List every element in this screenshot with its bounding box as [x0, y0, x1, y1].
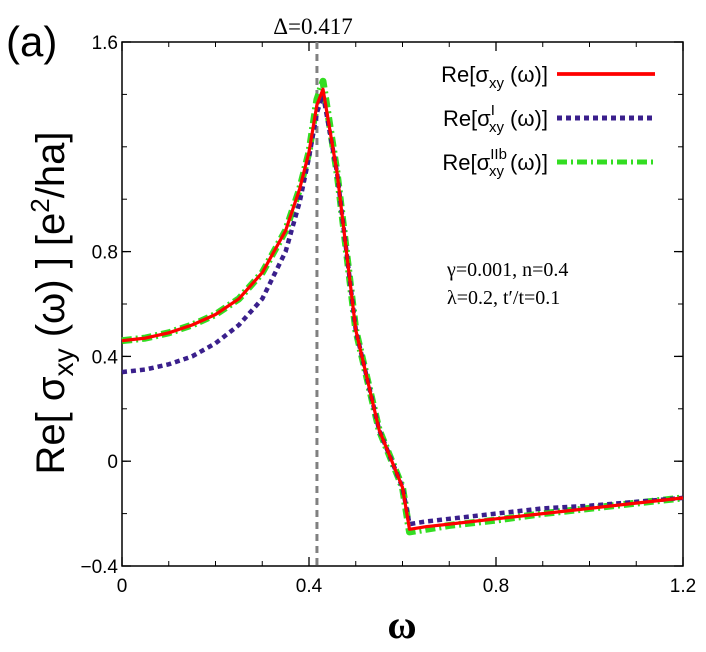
y-tick-label: 0	[107, 452, 118, 473]
legend-label-0: Re[σxy (ω)]	[441, 62, 548, 92]
legend-label-part: Re[σ	[442, 150, 490, 175]
series-line-1	[121, 92, 684, 527]
y-tick-label: 0.8	[92, 243, 118, 264]
x-axis-title: ω	[387, 602, 416, 647]
x-tick-label: 1.2	[670, 576, 696, 597]
parameter-annotation-0: γ=0.001, n=0.4	[446, 259, 568, 281]
y-tick-label: 1.6	[92, 33, 118, 54]
legend-label-part: I	[491, 102, 495, 119]
y-axis-title-post: /ha]	[29, 132, 73, 199]
x-tick-label: 0.8	[483, 576, 509, 597]
y-axis-title-sup: 2	[25, 198, 55, 212]
legend-label-part: xy	[489, 75, 505, 92]
y-axis-title-mid: (ω) ] [e	[29, 213, 73, 349]
legend-label-part: IIb	[490, 146, 507, 163]
x-tick-label: 0.4	[296, 576, 323, 597]
series-line-2	[121, 77, 684, 536]
series-line-0	[121, 87, 684, 531]
legend-label-part: Re[σ	[443, 106, 491, 131]
legend-label-part: xy	[489, 119, 505, 136]
panel-label: (a)	[6, 18, 57, 65]
legend-label-part: (ω)]	[504, 106, 548, 131]
y-axis-title-sub: xy	[48, 348, 79, 376]
legend-label-part: xy	[489, 163, 505, 180]
x-tick-label: 0	[117, 576, 128, 597]
legend-label-2: Re[σIIb xy (ω)]	[442, 146, 548, 180]
y-axis-title-pre: Re[ σ	[29, 376, 73, 474]
legend-label-part: Re[σ	[441, 62, 489, 87]
legend-label-part: (ω)]	[504, 62, 548, 87]
legend-label-1: Re[σI xy (ω)]	[443, 102, 548, 136]
y-tick-label: −0.4	[80, 557, 118, 578]
y-axis-title: Re[ σxy (ω) ] [e2/ha]	[25, 132, 79, 475]
parameter-annotation-1: λ=0.2, t′/t=0.1	[447, 287, 560, 309]
y-tick-label: 0.4	[92, 347, 119, 368]
delta-label: Δ=0.417	[273, 14, 353, 39]
legend-label-part: (ω)]	[504, 150, 548, 175]
